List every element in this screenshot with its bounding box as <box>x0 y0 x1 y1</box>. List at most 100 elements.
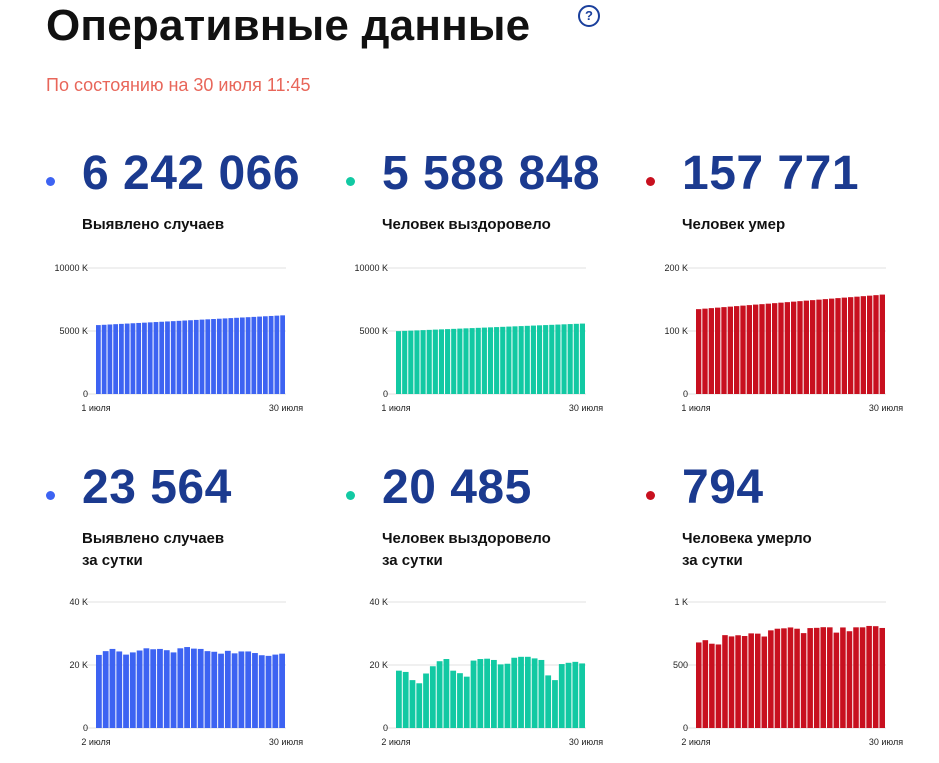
chart-bar <box>205 319 211 394</box>
chart-bar <box>543 325 549 394</box>
card-total-deaths: 157 771 Человек умер <box>646 147 926 340</box>
chart-bar <box>536 325 543 394</box>
card-daily-cases: 23 564 Выявлено случаев за сутки <box>46 461 326 654</box>
chart-bar <box>827 627 833 728</box>
y-tick-label: 20 K <box>69 660 88 670</box>
chart-bar <box>101 324 107 394</box>
chart-bar <box>231 653 238 728</box>
chart-bar <box>822 299 828 394</box>
chart-bar <box>784 302 790 394</box>
chart-bar <box>879 627 885 728</box>
chart-bar <box>457 328 463 394</box>
red-dot-icon <box>646 177 655 186</box>
y-tick-label: 0 <box>83 723 88 733</box>
y-tick-label: 100 K <box>664 326 688 336</box>
chart-bar <box>854 296 860 394</box>
x-end-label: 30 июля <box>269 403 303 413</box>
chart-bar <box>475 327 481 394</box>
chart-bar <box>484 658 490 728</box>
chart-bar <box>728 636 735 728</box>
chart-bar <box>136 650 143 728</box>
chart-bar <box>450 670 457 728</box>
x-start-label: 2 июля <box>381 737 410 747</box>
chart-bar <box>107 324 113 394</box>
chart-bar <box>199 319 205 394</box>
chart-bar <box>500 326 506 394</box>
help-icon[interactable]: ? <box>578 5 600 27</box>
chart-bar <box>176 320 182 394</box>
chart-bar <box>511 657 518 728</box>
chart-bar <box>524 656 531 728</box>
card-total-recovered: 5 588 848 Человек выздоровело <box>346 147 626 340</box>
y-tick-label: 10000 K <box>54 263 88 273</box>
y-tick-label: 20 K <box>369 660 388 670</box>
chart-bar <box>429 666 436 728</box>
card-daily-recovered: 20 485 Человек выздоровело за сутки <box>346 461 626 654</box>
chart-bar <box>451 328 457 394</box>
chart-bar <box>211 651 218 728</box>
y-tick-label: 40 K <box>369 597 388 607</box>
chart-bar <box>436 661 443 728</box>
chart-bar <box>251 316 257 394</box>
chart-bar <box>753 304 759 394</box>
chart-bar <box>803 300 809 394</box>
chart-bar <box>787 627 794 728</box>
chart-bar <box>579 663 585 728</box>
chart-bar <box>772 303 778 394</box>
chart-bar <box>109 648 116 728</box>
chart-bar <box>142 322 147 394</box>
chart-bar <box>102 651 109 728</box>
chart-bar <box>165 321 170 394</box>
chart-bar <box>715 644 722 728</box>
chart-bar <box>709 643 715 728</box>
chart-bar <box>191 648 197 728</box>
chart-bar <box>234 317 239 394</box>
chart-bar <box>402 330 408 394</box>
chart-bar <box>866 625 872 728</box>
chart-bar <box>463 676 470 728</box>
chart-bar <box>432 329 438 394</box>
teal-dot-icon <box>346 177 355 186</box>
chart-bar <box>136 322 142 394</box>
chart-bar <box>188 320 193 394</box>
chart-bar <box>794 628 800 728</box>
chart-bar <box>497 664 504 728</box>
chart-bar <box>402 671 409 728</box>
blue-dot-icon <box>46 177 55 186</box>
chart-bar <box>545 675 552 728</box>
y-tick-label: 5000 K <box>59 326 88 336</box>
chart-bar <box>396 670 402 728</box>
chart-bar <box>567 324 573 394</box>
chart-bar <box>741 636 748 728</box>
chart-bar <box>193 319 199 394</box>
chart-bar <box>463 328 469 394</box>
chart-bar <box>759 304 765 394</box>
chart-bar <box>848 297 854 394</box>
chart-bar <box>768 630 774 728</box>
x-start-label: 2 июля <box>681 737 710 747</box>
chart-bar <box>265 655 272 728</box>
chart-bar <box>748 633 754 728</box>
chart-bar <box>879 294 885 394</box>
card-daily-deaths: 794 Человека умерло за сутки <box>646 461 926 654</box>
chart-bar <box>258 655 265 728</box>
chart-bar <box>778 302 784 394</box>
chart-bar <box>555 324 561 394</box>
chart-bar <box>96 654 102 728</box>
chart-bar <box>572 661 579 728</box>
chart-bar <box>800 633 807 728</box>
chart-bar <box>469 328 475 394</box>
chart-bar <box>113 324 119 394</box>
chart-bar <box>257 316 262 394</box>
x-end-label: 30 июля <box>869 737 903 747</box>
y-tick-label: 500 <box>673 660 688 670</box>
stat-value: 157 771 <box>682 147 860 200</box>
chart-bar <box>245 651 252 728</box>
x-start-label: 1 июля <box>81 403 110 413</box>
chart-bar <box>565 662 572 728</box>
y-tick-label: 0 <box>83 389 88 399</box>
stat-label: Человек выздоровело <box>382 530 551 547</box>
chart-bar <box>708 308 714 394</box>
stat-value: 5 588 848 <box>382 147 601 200</box>
chart-bar <box>218 653 224 728</box>
